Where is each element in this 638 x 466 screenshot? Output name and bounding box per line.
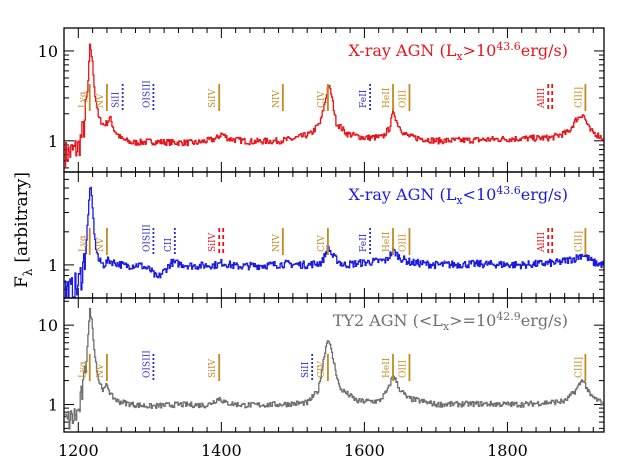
panel-title: X-ray AGN (Lx>1043.6erg/s) <box>348 40 568 63</box>
line-label: SiIV <box>208 232 218 252</box>
y-axis-label-rest: [arbitrary] <box>12 172 32 263</box>
line-label: CIII] <box>574 357 584 378</box>
y-tick-label: 10 <box>38 42 58 61</box>
line-label: FeII <box>359 89 369 108</box>
line-label: Lyα <box>79 235 89 252</box>
panel-frame <box>63 297 605 433</box>
line-label: SiIV <box>208 88 218 108</box>
x-tick-label: 1600 <box>344 441 385 460</box>
x-tick-label: 1800 <box>487 441 528 460</box>
line-label: SiII <box>301 361 311 378</box>
panel-top: 1 10 Lyα NV SiII OISIII SiIV NIV CIV FeII HeII OIII… <box>38 27 605 173</box>
y-axis-label: Fλ [arbitrary] <box>12 172 35 288</box>
line-label: CIII] <box>574 87 584 108</box>
line-label: NIV <box>272 90 282 108</box>
line-label: AlIII <box>537 88 547 109</box>
line-label: NIV <box>272 234 282 252</box>
line-label: SiII <box>112 91 122 108</box>
line-label: OIII <box>398 90 408 108</box>
line-label: OIII <box>398 234 408 252</box>
panel-title: X-ray AGN (Lx<1043.6erg/s) <box>348 184 568 207</box>
line-label: SiIV <box>208 358 218 378</box>
x-tick-label: 1400 <box>201 441 242 460</box>
line-label: CII <box>164 238 174 252</box>
y-axis-label-f: F <box>12 276 32 288</box>
x-tick-label: 1200 <box>58 441 99 460</box>
line-label: Lyα <box>79 91 89 108</box>
panel-bottom: 1 10 1200 1400 1600 1800 Lyα NV OISIII SiIV SiII CI… <box>38 297 605 460</box>
panel-middle: 1 Lyα NV OISIII CII SiIV NIV CIV FeII HeII OIII AlI… <box>48 171 605 299</box>
y-axis-label-sub: λ <box>21 268 35 276</box>
line-label: Lyα <box>79 361 89 378</box>
y-tick-label: 10 <box>38 316 58 335</box>
spectrum-line <box>64 307 604 430</box>
panel-title: TY2 AGN (<Lx>=1042.9erg/s) <box>333 310 568 333</box>
line-label: OISIII <box>142 224 152 252</box>
spectrum-line <box>64 43 604 169</box>
line-label: CIV <box>317 91 327 108</box>
line-label: OIII <box>398 360 408 378</box>
line-label: OISIII <box>142 350 152 378</box>
line-label: NV <box>96 237 106 252</box>
y-tick-label: 1 <box>48 395 58 414</box>
line-label: HeII <box>382 231 392 252</box>
line-label: CIII] <box>574 231 584 252</box>
line-label: OISIII <box>142 80 152 108</box>
y-tick-label: 1 <box>48 256 58 275</box>
spectrum-line <box>64 186 604 298</box>
line-label: CIV <box>317 361 327 378</box>
line-label: FeII <box>359 233 369 252</box>
line-label: NV <box>96 93 106 108</box>
line-label: HeII <box>382 357 392 378</box>
line-label: AlIII <box>537 232 547 253</box>
line-label: HeII <box>382 87 392 108</box>
line-label: NV <box>96 363 106 378</box>
line-label: CIV <box>317 235 327 252</box>
y-tick-label: 1 <box>48 132 58 151</box>
svg-text:Fλ[arbitrary]: Fλ [arbitrary] <box>12 172 35 288</box>
